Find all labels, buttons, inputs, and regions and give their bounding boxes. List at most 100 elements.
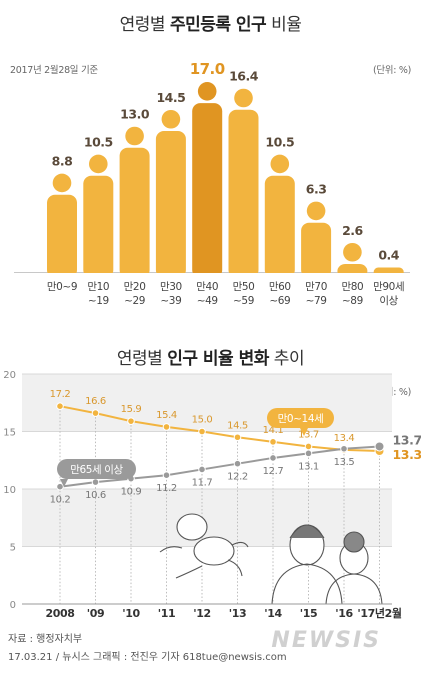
bar-value-label: 14.5	[156, 90, 185, 105]
series-point	[127, 417, 135, 425]
legend-elderly-badge	[57, 459, 136, 479]
person-body	[228, 109, 259, 279]
category-label: ~29	[124, 295, 145, 307]
series-point	[162, 471, 171, 480]
chart2-title: 연령별 인구 비율 변화 추이	[116, 349, 305, 369]
series-point	[269, 438, 277, 446]
series-point	[304, 442, 313, 451]
category-label: 만60	[269, 281, 291, 293]
series-point	[269, 454, 277, 462]
series-point	[56, 482, 64, 491]
point-value-label: 10.2	[50, 495, 71, 506]
y-tick-label: 0	[10, 600, 16, 611]
series-line-0	[59, 405, 380, 453]
chart1-unit: (단위: %)	[372, 65, 411, 76]
point-value-label: 15.4	[156, 410, 177, 421]
person-body	[192, 103, 223, 278]
bar-value-label: 10.5	[84, 135, 113, 150]
point-value-label: 17.2	[50, 389, 71, 400]
y-tick-label: 10	[3, 485, 16, 496]
series-point	[56, 402, 64, 411]
grandpa-cap	[289, 524, 325, 539]
point-value-label: 12.2	[227, 472, 248, 483]
person-head	[234, 88, 253, 108]
point-value-label: 15.9	[121, 404, 142, 415]
series-point	[374, 441, 385, 452]
y-tick-label: 15	[3, 428, 16, 439]
category-label: 만80	[341, 281, 363, 293]
bar-value-label: 13.0	[120, 107, 150, 122]
grandma-body	[325, 573, 383, 605]
x-tick-label: '12	[193, 607, 210, 620]
point-value-label: 10.9	[121, 487, 142, 498]
person-bar-4	[192, 82, 223, 278]
chart2-unit: (단위: %)	[373, 387, 411, 398]
person-body	[47, 194, 77, 278]
person-head	[343, 242, 362, 262]
person-head	[89, 154, 108, 174]
legend-elderly: 만65세 이상	[57, 459, 136, 487]
category-label: 만10	[87, 281, 109, 293]
series-point	[340, 444, 348, 453]
series-point	[233, 433, 242, 442]
person-bar-6	[264, 154, 295, 278]
x-tick-label: '14	[264, 607, 282, 620]
newsis-logo: NEWSIS	[271, 628, 381, 653]
baseline-mask	[14, 273, 414, 281]
chart1-subtitle: 2017년 2월28일 기준	[10, 65, 98, 76]
source-note: 자료 : 행정자치부	[8, 634, 83, 645]
person-body	[155, 131, 186, 278]
legend-youth-pointer	[300, 428, 308, 436]
point-value-label: 13.7	[298, 429, 319, 440]
x-tick-label: '17년2월	[357, 606, 401, 620]
bar-value-label: 16.4	[229, 69, 259, 84]
series-point	[198, 465, 206, 474]
legend-youth-label: 만0~14세	[278, 413, 324, 425]
series-point	[304, 449, 313, 458]
y-tick-label: 20	[3, 370, 16, 381]
baby-body	[193, 536, 235, 566]
category-label: ~69	[269, 295, 290, 307]
bar-chart: 8.8 만0~9 10.5 만10 ~19 13.0 만20 ~29 14.5 만30 ~39 17.…	[14, 60, 414, 307]
person-head	[125, 126, 144, 146]
point-value-label: 13.3	[393, 447, 421, 462]
person-bar-3	[155, 109, 186, 278]
x-tick-label: 2008	[45, 607, 74, 620]
category-label: 만0~9	[47, 281, 77, 293]
x-tick-label: '11	[158, 607, 175, 620]
grandpa-body	[271, 563, 343, 605]
legend-elderly-pointer	[60, 479, 68, 487]
category-label: ~59	[233, 295, 254, 307]
category-label: 만20	[124, 281, 146, 293]
category-label: ~89	[342, 295, 363, 307]
series-point	[91, 478, 100, 486]
legend-youth-badge	[267, 408, 334, 428]
series-point	[198, 427, 206, 436]
x-tick-label: '13	[229, 607, 246, 620]
y-tick-label: 5	[10, 543, 16, 554]
point-value-label: 16.6	[85, 396, 106, 407]
point-value-label: 15.0	[192, 415, 213, 426]
point-value-label: 13.4	[334, 433, 355, 444]
x-tick-label: '10	[122, 607, 140, 620]
credit-note: 17.03.21 / 뉴시스 그래픽 : 전진우 기자 618tue@newsi…	[8, 652, 287, 663]
series-point	[91, 409, 100, 417]
legend-youth: 만0~14세	[267, 408, 334, 436]
person-head	[270, 154, 290, 174]
x-tick-label: '15	[300, 607, 317, 620]
point-value-label: 13.1	[298, 461, 319, 472]
point-value-label: 12.7	[263, 466, 284, 477]
elderly-illustration	[271, 524, 383, 605]
baby-head	[176, 513, 208, 541]
chart1-title: 연령별 주민등록 인구 비율	[119, 15, 302, 35]
category-label: 만70	[305, 281, 327, 293]
point-value-label: 14.5	[227, 420, 248, 431]
legend-elderly-label: 만65세 이상	[70, 464, 123, 476]
bar-value-label: 8.8	[52, 154, 73, 169]
category-label: 만30	[160, 281, 182, 293]
category-label: 이상	[379, 295, 398, 307]
person-head	[52, 173, 72, 193]
point-value-label: 14.1	[263, 425, 284, 436]
grandma-hair	[343, 531, 365, 553]
